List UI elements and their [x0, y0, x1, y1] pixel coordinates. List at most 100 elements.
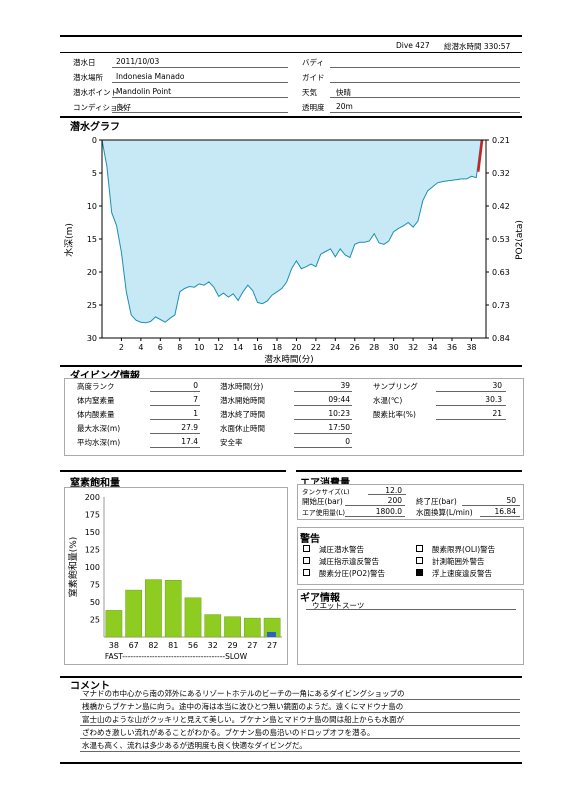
surface-rate-label: 水面換算(L/min): [416, 508, 473, 517]
surface-rate-value[interactable]: 16.84: [494, 507, 516, 516]
info-value[interactable]: 10:23: [328, 409, 350, 418]
y-tick-label: 25: [87, 301, 97, 310]
end-pressure-value[interactable]: 50: [506, 496, 516, 505]
x-tick-label: 24: [330, 343, 340, 352]
air-used-value[interactable]: 1800.0: [375, 507, 402, 516]
info-value[interactable]: 30: [492, 381, 502, 390]
comment-line: 水温も高く、流れは多少あるが透明度も良く快適なダイビングだ。: [82, 741, 307, 750]
po2-axis-label: PO2(ata): [515, 220, 525, 260]
nitrogen-axis-label: 窒素飽和量(%): [67, 537, 79, 598]
y2-tick-label: 0.42: [492, 202, 510, 211]
nitrogen-bar: [164, 580, 182, 638]
nitrogen-bar: [105, 610, 123, 638]
y-tick-label: 5: [92, 169, 97, 178]
info-label: 潜水開始時間: [220, 396, 265, 405]
info-underline: [436, 405, 506, 406]
info-value[interactable]: 09:44: [328, 395, 350, 404]
gear-panel: [297, 589, 524, 665]
total-dive-time: 総潜水時間 330:57: [444, 42, 511, 51]
comment-line: マナドの市中心から南の郊外にあるリゾートホテルのビーチの一角にあるダイビングショ…: [82, 689, 405, 698]
visibility-value[interactable]: 20m: [336, 102, 353, 111]
x-tick-label: 6: [158, 343, 163, 352]
weather-value[interactable]: 快晴: [336, 88, 351, 97]
y-tick-label: 200: [85, 493, 100, 502]
info-label: 酸素比率(%): [373, 410, 416, 419]
info-underline: [294, 419, 352, 420]
warning-panel: [297, 527, 524, 585]
warning-label: 酸素限界(OLI)警告: [432, 545, 496, 554]
warning-label: 計測範囲外警告: [432, 557, 485, 566]
x-tick-label: 18: [272, 343, 282, 352]
nitrogen-bar: [125, 589, 143, 638]
time-axis-label: 潜水時間(分): [264, 354, 313, 365]
comment-underline: [80, 725, 520, 726]
comment-line: ざわめき激しい流れがあることがわかる。ブケナン島の島沿いのドロップオフを潜る。: [82, 728, 375, 737]
info-value[interactable]: 39: [340, 381, 350, 390]
current-compartment-marker: [267, 632, 276, 637]
dive-location-value[interactable]: Indonesia Manado: [116, 72, 185, 81]
bar-category-label: 82: [148, 641, 158, 650]
info-label: 高度ランク: [77, 382, 115, 391]
dive-point-value[interactable]: Mandolin Point: [116, 87, 172, 96]
y-tick-label: 30: [87, 334, 97, 343]
tank-size-value[interactable]: 12.0: [385, 486, 402, 495]
warning-checkbox[interactable]: [416, 557, 423, 564]
bar-category-label: 81: [168, 641, 178, 650]
info-value[interactable]: 30.3: [485, 395, 502, 404]
info-value[interactable]: 1: [193, 409, 198, 418]
condition-value[interactable]: 良好: [116, 103, 131, 112]
y-tick-label: 0: [92, 136, 97, 145]
dive-date-value[interactable]: 2011/10/03: [116, 57, 160, 66]
info-value[interactable]: 17:50: [328, 423, 350, 432]
end-pressure-label: 終了圧(bar): [416, 497, 457, 506]
start-pressure-value[interactable]: 200: [387, 496, 402, 505]
warning-label: 減圧指示違反警告: [319, 557, 379, 566]
y-tick-label: 75: [90, 581, 100, 590]
nitrogen-bar: [145, 579, 162, 638]
info-label: サンプリング: [373, 382, 418, 391]
info-underline: [150, 447, 200, 448]
info-value[interactable]: 0: [193, 381, 198, 390]
warning-checkbox[interactable]: [303, 545, 310, 552]
y-tick-label: 175: [85, 511, 100, 520]
info-underline: [436, 391, 506, 392]
info-label: 潜水時間(分): [220, 382, 264, 391]
gear-title: ギア情報: [300, 593, 340, 604]
field-label: 潜水ポイント: [73, 88, 118, 97]
info-value[interactable]: 21: [492, 409, 502, 418]
info-label: 体内酸素量: [77, 410, 115, 419]
warning-checkbox[interactable]: [416, 545, 423, 552]
info-label: 平均水深(m): [77, 438, 121, 447]
info-value[interactable]: 27.9: [181, 423, 198, 432]
info-value[interactable]: 7: [193, 395, 198, 404]
comment-line: 桟橋からブケナン島に向う。途中の海は本当に波ひとつ無い鏡面のようだ。遠くにマドウ…: [82, 702, 404, 711]
gear-value[interactable]: ウエットスーツ: [312, 601, 365, 610]
bar-category-label: 27: [267, 641, 277, 650]
y-tick-label: 150: [85, 528, 100, 537]
info-underline: [436, 419, 506, 420]
depth-line: [101, 139, 482, 324]
warning-checkbox[interactable]: [303, 569, 310, 576]
air-title: エア消費量: [300, 474, 350, 489]
nitrogen-title: 窒素飽和量: [70, 478, 120, 489]
y2-tick-label: 0.84: [492, 334, 510, 343]
y-tick-label: 125: [85, 546, 100, 555]
info-value[interactable]: 17.4: [181, 437, 198, 446]
bar-category-label: 27: [247, 641, 257, 650]
x-tick-label: 2: [119, 343, 124, 352]
x-tick-label: 36: [447, 343, 457, 352]
info-label: 水温(℃): [373, 396, 403, 405]
info-label: 水面休止時間: [220, 424, 265, 433]
info-underline: [294, 433, 352, 434]
y2-tick-label: 0.53: [492, 235, 510, 244]
warning-checkbox[interactable]: [303, 557, 310, 564]
y-tick-label: 15: [87, 235, 97, 244]
info-underline: [150, 419, 200, 420]
info-underline: [150, 391, 200, 392]
field-label: 潜水日: [73, 58, 96, 67]
warning-checkbox[interactable]: [416, 569, 423, 576]
dive-info-title: ダイビング情報: [70, 371, 140, 382]
y-tick-label: 20: [87, 268, 97, 277]
x-tick-label: 28: [369, 343, 379, 352]
info-value[interactable]: 0: [345, 437, 350, 446]
